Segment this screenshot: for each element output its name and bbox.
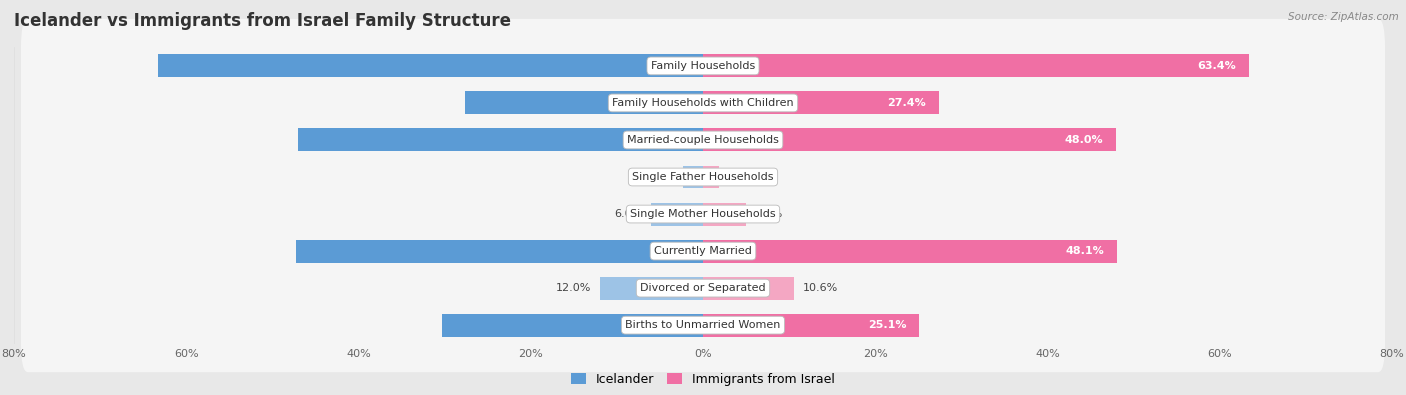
Text: 27.4%: 27.4% bbox=[887, 98, 927, 108]
Text: 1.8%: 1.8% bbox=[727, 172, 755, 182]
Bar bbox=[703, 55, 1249, 77]
Bar bbox=[683, 166, 703, 188]
Text: 12.0%: 12.0% bbox=[555, 283, 591, 293]
Text: 48.0%: 48.0% bbox=[1064, 135, 1104, 145]
Bar bbox=[465, 92, 703, 115]
Bar bbox=[295, 240, 703, 263]
Text: 47.0%: 47.0% bbox=[690, 135, 728, 145]
Bar bbox=[599, 276, 703, 299]
Bar bbox=[703, 92, 939, 115]
Text: 63.4%: 63.4% bbox=[1198, 61, 1236, 71]
Text: 10.6%: 10.6% bbox=[803, 283, 838, 293]
Legend: Icelander, Immigrants from Israel: Icelander, Immigrants from Israel bbox=[567, 368, 839, 391]
FancyBboxPatch shape bbox=[21, 241, 1385, 335]
FancyBboxPatch shape bbox=[21, 204, 1385, 298]
Text: 63.3%: 63.3% bbox=[690, 61, 728, 71]
Text: Icelander vs Immigrants from Israel Family Structure: Icelander vs Immigrants from Israel Fami… bbox=[14, 12, 510, 30]
Text: Single Mother Households: Single Mother Households bbox=[630, 209, 776, 219]
Text: 2.3%: 2.3% bbox=[647, 172, 675, 182]
Text: 47.3%: 47.3% bbox=[690, 246, 728, 256]
FancyBboxPatch shape bbox=[21, 56, 1385, 150]
Bar bbox=[703, 128, 1116, 151]
Text: Single Father Households: Single Father Households bbox=[633, 172, 773, 182]
Text: Births to Unmarried Women: Births to Unmarried Women bbox=[626, 320, 780, 330]
Text: 6.0%: 6.0% bbox=[614, 209, 643, 219]
Bar bbox=[703, 314, 920, 337]
FancyBboxPatch shape bbox=[21, 19, 1385, 113]
Bar bbox=[703, 203, 747, 226]
Text: 5.0%: 5.0% bbox=[755, 209, 783, 219]
Text: Currently Married: Currently Married bbox=[654, 246, 752, 256]
FancyBboxPatch shape bbox=[21, 93, 1385, 187]
Text: Family Households with Children: Family Households with Children bbox=[612, 98, 794, 108]
Bar bbox=[441, 314, 703, 337]
Text: 25.1%: 25.1% bbox=[868, 320, 907, 330]
Text: Family Households: Family Households bbox=[651, 61, 755, 71]
Bar bbox=[703, 276, 794, 299]
Text: Source: ZipAtlas.com: Source: ZipAtlas.com bbox=[1288, 12, 1399, 22]
Bar bbox=[703, 166, 718, 188]
FancyBboxPatch shape bbox=[21, 130, 1385, 224]
Bar bbox=[157, 55, 703, 77]
Text: Married-couple Households: Married-couple Households bbox=[627, 135, 779, 145]
Bar bbox=[298, 128, 703, 151]
Bar bbox=[703, 240, 1118, 263]
FancyBboxPatch shape bbox=[21, 278, 1385, 372]
Text: 27.6%: 27.6% bbox=[690, 98, 728, 108]
Bar bbox=[651, 203, 703, 226]
FancyBboxPatch shape bbox=[21, 167, 1385, 261]
Text: Divorced or Separated: Divorced or Separated bbox=[640, 283, 766, 293]
Text: 30.3%: 30.3% bbox=[690, 320, 728, 330]
Text: 48.1%: 48.1% bbox=[1066, 246, 1104, 256]
